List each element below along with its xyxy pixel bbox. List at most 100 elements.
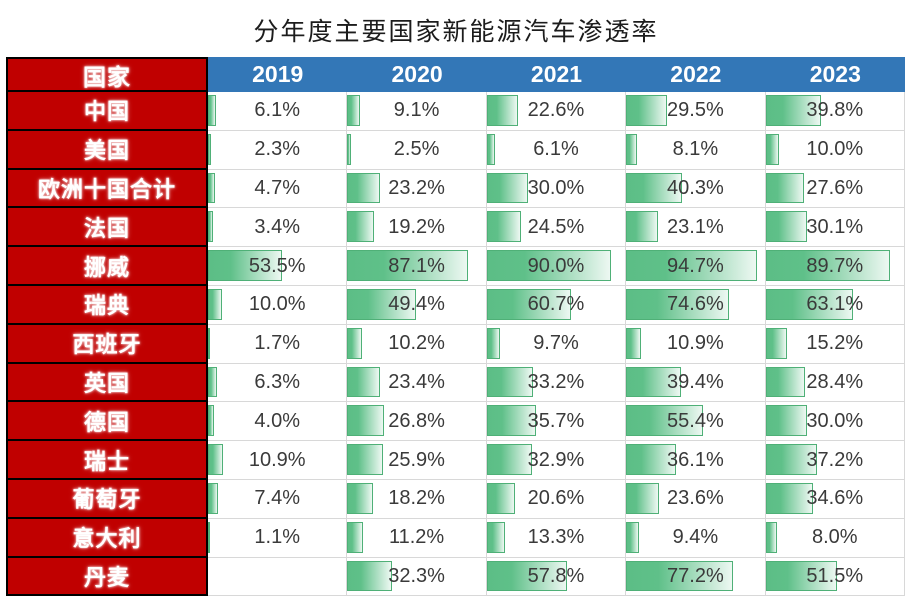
value-cell-英国-2023: 28.4% bbox=[765, 363, 905, 403]
value-label: 9.7% bbox=[533, 332, 579, 355]
value-label: 9.1% bbox=[393, 99, 440, 122]
year-header-2023: 2023 bbox=[765, 57, 905, 92]
value-label: 10.9% bbox=[667, 332, 724, 355]
value-cell-德国-2020: 26.8% bbox=[347, 402, 487, 442]
value-cell-瑞典-2022: 74.6% bbox=[626, 285, 766, 325]
country-cell-9: 瑞士 bbox=[6, 441, 208, 480]
value-label: 74.6% bbox=[667, 293, 724, 316]
value-cell-挪威-2019: 53.5% bbox=[208, 247, 348, 286]
data-bar bbox=[208, 211, 213, 243]
value-label: 53.5% bbox=[248, 254, 306, 277]
country-cell-3: 法国 bbox=[6, 208, 208, 248]
value-label: 34.6% bbox=[806, 487, 864, 510]
year-header-2020: 2020 bbox=[347, 57, 487, 92]
value-label: 1.1% bbox=[254, 526, 300, 549]
data-bar bbox=[626, 95, 668, 126]
value-cell-中国-2023: 39.8% bbox=[765, 92, 905, 131]
data-bar bbox=[208, 172, 215, 204]
value-cell-法国-2020: 19.2% bbox=[347, 208, 487, 248]
country-cell-1: 美国 bbox=[6, 130, 208, 170]
value-cell-西班牙-2021: 9.7% bbox=[486, 324, 627, 364]
value-label: 20.6% bbox=[527, 487, 585, 510]
value-label: 23.2% bbox=[388, 176, 445, 199]
data-bar bbox=[626, 133, 638, 165]
data-bar bbox=[347, 172, 380, 204]
value-cell-中国-2022: 29.5% bbox=[626, 92, 766, 131]
data-bar bbox=[486, 444, 533, 475]
value-label: 23.4% bbox=[388, 370, 445, 393]
country-cell-7: 英国 bbox=[6, 363, 208, 403]
value-cell-英国-2021: 33.2% bbox=[486, 363, 627, 403]
value-label: 26.8% bbox=[388, 409, 445, 432]
penetration-table: 国家 2019 2020 2021 2022 2023 中国 6.1% 9.1% 22.6% 29… bbox=[6, 57, 905, 597]
value-label: 2.3% bbox=[254, 138, 300, 161]
value-cell-意大利-2019: 1.1% bbox=[208, 518, 348, 558]
value-label: 13.3% bbox=[527, 526, 585, 549]
country-cell-12: 丹麦 bbox=[6, 557, 208, 597]
country-cell-8: 德国 bbox=[6, 402, 208, 442]
value-cell-德国-2023: 30.0% bbox=[765, 402, 905, 442]
value-label: 4.0% bbox=[254, 409, 300, 432]
value-label: 1.7% bbox=[254, 332, 300, 355]
data-bar bbox=[486, 327, 501, 359]
value-label: 39.4% bbox=[667, 370, 724, 393]
year-header-2019: 2019 bbox=[208, 57, 348, 92]
value-cell-德国-2019: 4.0% bbox=[208, 402, 348, 442]
country-cell-10: 葡萄牙 bbox=[6, 479, 208, 519]
data-bar bbox=[765, 444, 818, 475]
value-cell-意大利-2020: 11.2% bbox=[347, 518, 487, 558]
value-label: 10.0% bbox=[806, 138, 864, 161]
value-label: 90.0% bbox=[527, 254, 585, 277]
data-bar bbox=[486, 95, 519, 126]
data-bar bbox=[208, 405, 214, 437]
value-cell-瑞典-2021: 60.7% bbox=[486, 285, 627, 325]
value-cell-中国-2021: 22.6% bbox=[486, 92, 627, 131]
value-label: 19.2% bbox=[388, 215, 445, 238]
value-label: 22.6% bbox=[527, 99, 585, 122]
value-cell-德国-2022: 55.4% bbox=[626, 402, 766, 442]
data-bar bbox=[765, 482, 814, 514]
data-bar bbox=[347, 211, 374, 243]
value-cell-丹麦-2020: 32.3% bbox=[347, 557, 487, 597]
data-bar bbox=[626, 560, 734, 592]
value-cell-葡萄牙-2021: 20.6% bbox=[486, 479, 627, 519]
value-label: 23.6% bbox=[667, 487, 724, 510]
value-cell-瑞典-2020: 49.4% bbox=[347, 285, 487, 325]
value-cell-法国-2022: 23.1% bbox=[626, 208, 766, 248]
data-bar bbox=[765, 288, 853, 320]
data-bar bbox=[626, 172, 682, 204]
value-cell-丹麦-2021: 57.8% bbox=[486, 557, 627, 597]
value-label: 60.7% bbox=[527, 293, 585, 316]
data-bar bbox=[626, 211, 659, 243]
value-cell-葡萄牙-2022: 23.6% bbox=[626, 479, 766, 519]
data-bar bbox=[208, 288, 222, 320]
value-cell-挪威-2021: 90.0% bbox=[486, 247, 627, 286]
value-cell-葡萄牙-2019: 7.4% bbox=[208, 479, 348, 519]
value-cell-葡萄牙-2020: 18.2% bbox=[347, 479, 487, 519]
data-bar bbox=[486, 211, 521, 243]
data-bar bbox=[626, 250, 758, 281]
year-header-2021: 2021 bbox=[486, 57, 627, 92]
data-bar bbox=[347, 444, 384, 475]
data-bar bbox=[765, 405, 808, 437]
value-label: 3.4% bbox=[254, 215, 300, 238]
year-header-2022: 2022 bbox=[626, 57, 766, 92]
value-cell-欧洲十国合计-2023: 27.6% bbox=[765, 169, 905, 209]
value-label: 63.1% bbox=[806, 293, 864, 316]
data-bar bbox=[765, 366, 805, 398]
value-label: 51.5% bbox=[806, 564, 864, 587]
data-bar bbox=[765, 95, 821, 126]
corner-header-cell: 国家 bbox=[6, 57, 208, 92]
data-bar bbox=[347, 250, 468, 281]
value-label: 15.2% bbox=[806, 332, 864, 355]
value-label: 77.2% bbox=[667, 564, 724, 587]
value-cell-瑞士-2022: 36.1% bbox=[626, 441, 766, 480]
value-cell-丹麦-2019 bbox=[208, 557, 348, 597]
value-cell-中国-2019: 6.1% bbox=[208, 92, 348, 131]
value-label: 25.9% bbox=[388, 448, 445, 471]
data-bar bbox=[626, 327, 642, 359]
value-label: 33.2% bbox=[527, 370, 585, 393]
value-cell-挪威-2022: 94.7% bbox=[626, 247, 766, 286]
data-bar bbox=[347, 288, 416, 320]
